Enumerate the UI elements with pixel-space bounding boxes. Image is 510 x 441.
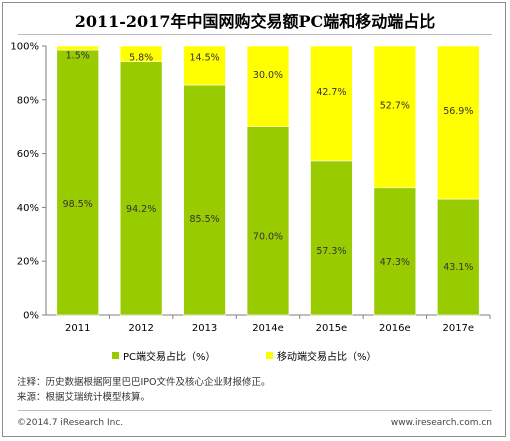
- bar-pc: [373, 187, 417, 316]
- data-label: 47.3%: [380, 257, 410, 268]
- bar-mobile: [310, 45, 353, 162]
- data-label: 5.8%: [129, 53, 153, 64]
- data-label: 56.9%: [443, 106, 473, 117]
- title-divider: [18, 34, 492, 35]
- bar-mobile: [246, 45, 290, 127]
- legend-item-mobile: 移动端交易占比（%）: [266, 348, 377, 363]
- legend-swatch-mobile: [266, 352, 273, 359]
- x-tick-label: 2017e: [442, 323, 474, 334]
- bar-mobile: [56, 45, 99, 51]
- x-tick-label: 2016e: [379, 323, 411, 334]
- bar-mobile: [437, 45, 480, 200]
- chart-legend: PC端交易占比（%） 移动端交易占比（%）: [0, 348, 510, 364]
- data-label: 1.5%: [66, 51, 90, 62]
- y-tick-label: 40%: [17, 203, 39, 214]
- data-label: 14.5%: [189, 53, 219, 64]
- x-tick-label: 2012: [128, 323, 153, 334]
- legend-swatch-pc: [112, 352, 119, 359]
- y-tick-label: 80%: [17, 95, 39, 106]
- y-tick-label: 60%: [17, 149, 39, 160]
- footer-copyright: ©2014.7 iResearch Inc.: [17, 418, 124, 428]
- bar-pc: [246, 126, 290, 316]
- footer-website: www.iresearch.com.cn: [390, 418, 492, 428]
- data-label: 94.2%: [126, 204, 156, 215]
- chart-title: 2011-2017年中国网购交易额PC端和移动端占比: [74, 12, 436, 31]
- data-label: 30.0%: [253, 70, 283, 81]
- bar-mobile: [183, 45, 226, 86]
- data-label: 98.5%: [63, 199, 93, 210]
- note-line: 注释：历史数据根据阿里巴巴IPO文件及核心企业财报修正。: [17, 377, 271, 388]
- x-tick-label: 2011: [65, 323, 90, 334]
- data-label: 42.7%: [316, 87, 346, 98]
- bar-pc: [56, 49, 99, 316]
- chart-notes: 注释：历史数据根据阿里巴巴IPO文件及核心企业财报修正。 来源：根据艾瑞统计模型…: [17, 375, 497, 405]
- data-label: 43.1%: [443, 262, 473, 273]
- bar-mobile: [119, 45, 163, 62]
- footer-divider: [18, 410, 492, 411]
- data-label: 85.5%: [189, 214, 219, 225]
- legend-label-pc: PC端交易占比（%）: [123, 352, 216, 363]
- bar-mobile: [373, 45, 417, 189]
- bar-pc: [119, 61, 163, 316]
- data-label: 57.3%: [316, 246, 346, 257]
- data-label: 70.0%: [253, 231, 283, 242]
- y-tick-label: 0%: [23, 311, 39, 322]
- source-line: 来源：根据艾瑞统计模型核算。: [17, 392, 151, 403]
- bar-pc: [183, 84, 226, 316]
- x-tick-label: 2014e: [252, 323, 284, 334]
- x-tick-label: 2015e: [316, 323, 348, 334]
- y-tick-label: 100%: [10, 42, 39, 53]
- y-tick-label: 20%: [17, 257, 39, 268]
- legend-item-pc: PC端交易占比（%）: [112, 348, 216, 363]
- x-tick-label: 2013: [192, 323, 217, 334]
- bar-pc: [310, 160, 353, 316]
- legend-label-mobile: 移动端交易占比（%）: [277, 352, 377, 363]
- data-label: 52.7%: [380, 100, 410, 111]
- bar-pc: [437, 198, 480, 316]
